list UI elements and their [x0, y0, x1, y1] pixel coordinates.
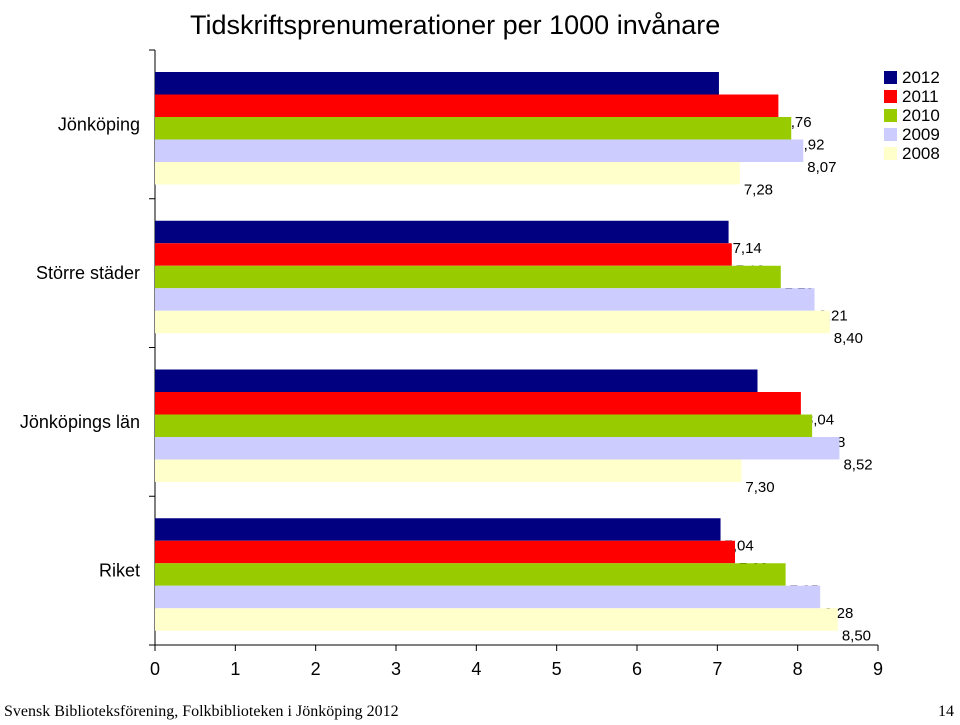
x-tick-label: 8 [793, 659, 803, 679]
bar [155, 310, 830, 334]
category-label: Jönköping [58, 114, 140, 134]
data-label: 8,07 [807, 159, 836, 176]
bar [155, 369, 758, 392]
bar [155, 563, 786, 586]
legend-label: 2012 [902, 67, 940, 87]
legend-label: 2010 [902, 105, 940, 125]
x-tick-label: 9 [873, 659, 883, 679]
legend-swatch [884, 90, 897, 103]
x-tick-label: 6 [632, 659, 642, 679]
category-label: Jönköpings län [20, 412, 140, 432]
footer-text: Svensk Biblioteksförening, Folkbibliotek… [4, 703, 399, 720]
x-tick-label: 0 [150, 659, 160, 679]
legend-item: 2011 [884, 87, 940, 106]
data-label: 8,40 [834, 330, 863, 347]
category-label: Större städer [36, 263, 140, 283]
bar [155, 117, 792, 140]
data-label: 7,28 [744, 181, 773, 198]
bar [155, 585, 821, 609]
chart-title: Tidskriftsprenumerationer per 1000 invån… [190, 10, 721, 40]
category-label: Riket [99, 561, 140, 581]
legend-item: 2009 [884, 125, 940, 144]
bar [155, 220, 729, 244]
bar [155, 243, 732, 266]
bar [155, 608, 838, 631]
bar [155, 518, 721, 541]
legend-swatch [884, 109, 897, 122]
x-tick-label: 4 [471, 659, 481, 679]
bar [155, 139, 804, 162]
bar [155, 392, 801, 415]
data-label: 8,52 [843, 456, 872, 473]
x-tick-label: 2 [311, 659, 321, 679]
page-number: 14 [938, 703, 954, 720]
bar [155, 437, 840, 460]
bar [155, 288, 815, 311]
x-tick-label: 5 [552, 659, 562, 679]
legend-item: 2010 [884, 106, 940, 125]
legend-swatch [884, 128, 897, 141]
legend-swatch [884, 147, 897, 160]
legend-swatch [884, 71, 897, 84]
data-label: 8,04 [805, 411, 834, 428]
bar [155, 72, 719, 95]
x-tick-label: 3 [391, 659, 401, 679]
legend-label: 2008 [902, 143, 940, 163]
x-tick-label: 7 [712, 659, 722, 679]
data-label: 7,30 [745, 479, 774, 496]
x-tick-label: 1 [230, 659, 240, 679]
legend-item: 2008 [884, 144, 940, 163]
bar [155, 540, 736, 564]
data-label: 7,14 [733, 240, 762, 257]
legend-label: 2011 [902, 86, 939, 106]
bar [155, 94, 779, 117]
bar [155, 459, 742, 482]
bar [155, 162, 740, 185]
bar [155, 414, 813, 437]
legend-label: 2009 [902, 124, 940, 144]
chart-legend: 2012 2011 2010 2009 2008 [884, 68, 940, 163]
data-label: 8,50 [842, 628, 871, 645]
legend-item: 2012 [884, 68, 940, 87]
bar [155, 265, 781, 289]
